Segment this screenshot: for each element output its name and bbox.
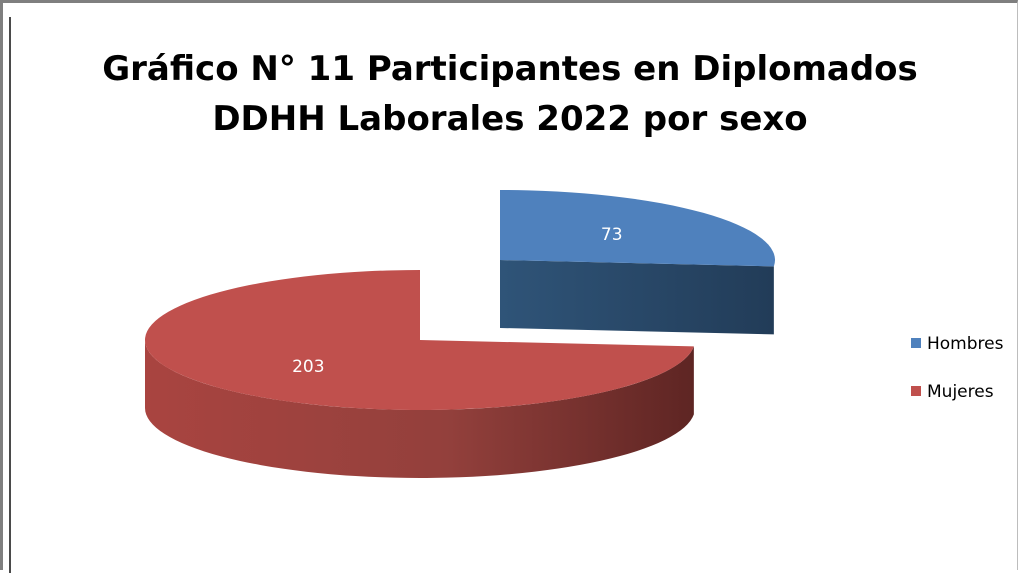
pie-slice-side <box>500 260 774 335</box>
pie-slice-mujeres <box>145 270 694 479</box>
legend-label: Mujeres <box>927 382 994 402</box>
legend-swatch <box>911 338 921 348</box>
data-label-hombres: 73 <box>601 225 623 245</box>
data-label-mujeres: 203 <box>292 357 324 377</box>
pie-slice-top <box>500 190 775 267</box>
legend-swatch <box>911 386 921 396</box>
pie-slice-top <box>145 270 694 410</box>
chart-title-line-2: DDHH Laborales 2022 por sexo <box>212 99 808 139</box>
legend-item-hombres: Hombres <box>911 334 1004 354</box>
chart-title: Gráfico N° 11 Participantes en Diplomado… <box>60 44 960 144</box>
legend-item-mujeres: Mujeres <box>911 382 994 402</box>
chart-title-line-1: Gráfico N° 11 Participantes en Diplomado… <box>102 49 918 89</box>
pie-slice-hombres <box>500 190 775 335</box>
legend-label: Hombres <box>927 334 1004 354</box>
legend: Hombres Mujeres <box>911 334 1004 402</box>
pie-slice-side <box>145 340 694 479</box>
